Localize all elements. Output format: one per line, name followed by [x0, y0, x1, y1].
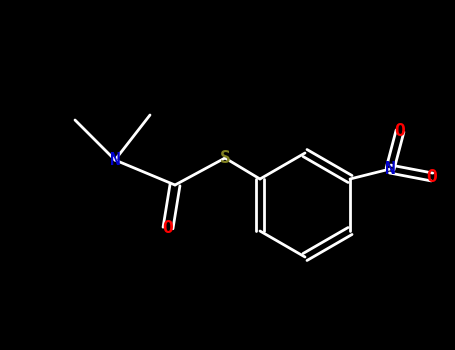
Text: N: N [110, 151, 121, 169]
Text: O: O [394, 122, 405, 140]
Text: O: O [162, 219, 173, 237]
Text: N: N [384, 160, 395, 178]
Text: O: O [427, 168, 437, 186]
Text: S: S [220, 149, 230, 167]
